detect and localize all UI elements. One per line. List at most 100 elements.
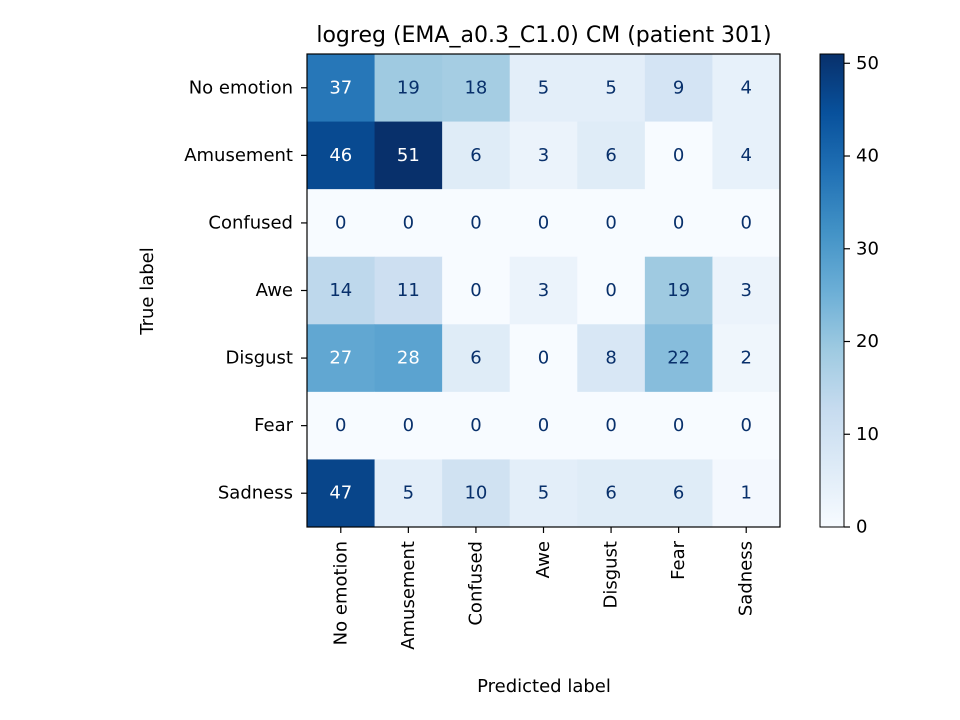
x-axis-label: Predicted label (477, 676, 611, 697)
cell-value-label: 0 (470, 415, 481, 436)
y-tick-label: Disgust (225, 348, 293, 369)
heatmap-cell (374, 324, 443, 393)
x-tick-label: Confused (465, 541, 486, 626)
cell-value-label: 6 (673, 483, 684, 504)
cell-value-label: 51 (397, 145, 420, 166)
heatmap-cell (374, 189, 443, 258)
y-axis-ticks: No emotion Amusement Confused Awe Disgust Fea… (184, 77, 307, 504)
y-tick-label: Sadness (218, 483, 293, 504)
heatmap-cell (712, 459, 781, 528)
cell-value-label: 1 (740, 483, 751, 504)
cell-value-label: 22 (667, 348, 690, 369)
heatmap-cell (644, 391, 713, 460)
heatmap-cell (374, 54, 443, 123)
heatmap-cell (577, 324, 646, 393)
heatmap-cell (712, 391, 781, 460)
heatmap-cell (577, 256, 646, 325)
heatmap-cell (307, 54, 376, 123)
heatmap-cell (442, 189, 511, 258)
cell-value-label: 0 (538, 415, 549, 436)
cell-value-label: 3 (538, 280, 549, 301)
heatmap-cell (712, 189, 781, 258)
cell-value-label: 0 (740, 415, 751, 436)
cell-value-label: 0 (470, 212, 481, 233)
x-tick-label: Disgust (601, 541, 622, 609)
chart-title: logreg (EMA_a0.3_C1.0) CM (patient 301) (316, 23, 771, 48)
heatmap-cell (509, 391, 578, 460)
cell-value-label: 0 (673, 415, 684, 436)
heatmap-cell (374, 459, 443, 528)
heatmap-cell (509, 256, 578, 325)
cell-value-label: 5 (538, 77, 549, 98)
cell-value-label: 5 (605, 77, 616, 98)
x-tick-label: Sadness (736, 541, 757, 616)
heatmap-cell (307, 189, 376, 258)
cell-value-label: 0 (335, 415, 346, 436)
heatmap-cell (509, 324, 578, 393)
cell-value-label: 14 (329, 280, 352, 301)
heatmap-cell (644, 324, 713, 393)
colorbar-tick-label: 30 (856, 238, 879, 259)
heatmap-cell (644, 459, 713, 528)
cell-value-label: 0 (673, 212, 684, 233)
cell-value-label: 8 (605, 348, 616, 369)
heatmap-cell (442, 256, 511, 325)
cell-value-label: 0 (605, 415, 616, 436)
heatmap-cell (509, 121, 578, 190)
cell-value-label: 11 (397, 280, 420, 301)
cell-value-label: 27 (329, 348, 352, 369)
cell-value-label: 47 (329, 483, 352, 504)
colorbar-tick-label: 50 (856, 53, 879, 74)
cell-value-label: 6 (605, 145, 616, 166)
cell-value-label: 5 (538, 483, 549, 504)
heatmap-cell (374, 391, 443, 460)
cell-value-label: 0 (538, 348, 549, 369)
heatmap-cell (712, 256, 781, 325)
cell-value-label: 6 (470, 145, 481, 166)
colorbar-tick-label: 0 (856, 517, 867, 538)
heatmap-cell (712, 121, 781, 190)
cell-value-label: 2 (740, 348, 751, 369)
colorbar-ticks: 0 10 20 30 40 50 (844, 53, 879, 538)
heatmap-cell (307, 121, 376, 190)
cell-value-label: 0 (673, 145, 684, 166)
cell-value-label: 0 (470, 280, 481, 301)
cell-value-label: 4 (740, 145, 751, 166)
y-tick-label: Fear (254, 415, 293, 436)
heatmap-cells (307, 54, 781, 528)
heatmap-cell (509, 189, 578, 258)
heatmap-cell (442, 324, 511, 393)
cell-value-label: 3 (740, 280, 751, 301)
y-tick-label: Awe (256, 280, 293, 301)
heatmap-cell (442, 391, 511, 460)
heatmap-cell (577, 189, 646, 258)
heatmap-cell (644, 189, 713, 258)
cell-value-label: 10 (464, 483, 487, 504)
y-axis-label: True label (137, 247, 158, 336)
heatmap-cell (712, 324, 781, 393)
colorbar (819, 53, 845, 528)
cell-value-label: 6 (605, 483, 616, 504)
cell-value-label: 9 (673, 77, 684, 98)
y-tick-label: Amusement (184, 145, 293, 166)
colorbar-tick-label: 10 (856, 424, 879, 445)
x-tick-label: Fear (668, 540, 689, 579)
heatmap-cell (374, 256, 443, 325)
heatmap-cell (712, 54, 781, 123)
cell-value-label: 0 (538, 212, 549, 233)
cell-value-label: 19 (397, 77, 420, 98)
heatmap-cell (374, 121, 443, 190)
y-tick-label: No emotion (189, 77, 293, 98)
cell-value-label: 19 (667, 280, 690, 301)
cell-value-label: 0 (605, 212, 616, 233)
heatmap-cell (644, 256, 713, 325)
cell-value-label: 4 (740, 77, 751, 98)
heatmap-cell (442, 54, 511, 123)
heatmap-cell (307, 391, 376, 460)
cell-value-label: 0 (335, 212, 346, 233)
heatmap-cell (307, 256, 376, 325)
heatmap-cell (509, 459, 578, 528)
colorbar-tick-label: 40 (856, 146, 879, 167)
heatmap-cell (442, 459, 511, 528)
